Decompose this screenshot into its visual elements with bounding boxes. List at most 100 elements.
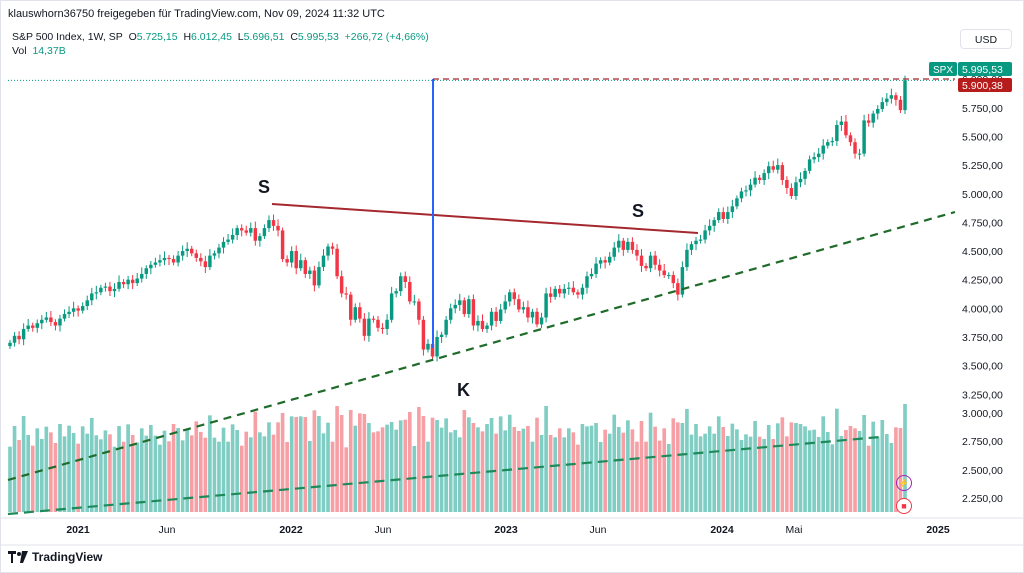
candle-body (676, 283, 680, 295)
candle-body (271, 220, 276, 226)
candle-body (44, 317, 49, 320)
volume-bar (289, 416, 294, 512)
candle-body (880, 102, 885, 109)
candle-body (571, 287, 576, 293)
volume-bar (839, 436, 844, 512)
volume-bar (630, 429, 635, 512)
volume-bar (498, 416, 503, 512)
volume-scale-tick-label: 2.750,00 (962, 436, 1003, 448)
volume-bar (789, 422, 794, 512)
neckline[interactable] (271, 203, 699, 234)
currency-button[interactable]: USD (960, 29, 1012, 49)
flag-icon[interactable]: ■ (896, 498, 912, 514)
candle-body (462, 300, 467, 315)
candle-body (707, 225, 712, 231)
volume-bar (803, 426, 807, 512)
candle-body (80, 306, 85, 311)
volume-bar (571, 432, 576, 512)
volume-bar (267, 422, 271, 512)
candle-body (508, 292, 512, 302)
candle-body (130, 279, 135, 284)
candle-body (739, 191, 744, 199)
right-shoulder-label: S (632, 201, 644, 221)
candle-body (58, 318, 62, 326)
volume-bar (780, 417, 785, 512)
symbol-title[interactable]: S&P 500 Index, 1W, SP (12, 31, 123, 43)
volume-bar (153, 435, 158, 512)
close-value: 5.995,53 (297, 31, 339, 43)
volume-bar (507, 414, 512, 512)
candle-body (140, 273, 144, 279)
volume-bar (394, 429, 398, 512)
volume-bar (557, 428, 562, 512)
candle-body (108, 286, 112, 292)
volume-bar (885, 434, 889, 512)
head-label: K (457, 380, 470, 400)
volume-bar (385, 424, 389, 512)
price-tick-label: 4.000,00 (962, 303, 1003, 315)
spx-tag-label: SPX (933, 65, 953, 76)
candle-body (885, 98, 889, 103)
volume-bar (194, 421, 199, 512)
candle-body (299, 260, 303, 269)
time-tick-label: Mai (786, 524, 803, 536)
volume-bar (871, 421, 876, 512)
volume-bar (30, 445, 35, 512)
open-label: O (128, 31, 137, 43)
tradingview-logo[interactable]: TradingView (8, 550, 102, 564)
candle-body (653, 255, 657, 265)
volume-bar (685, 409, 689, 512)
candle-body (235, 228, 239, 235)
volume-trend-line[interactable] (7, 435, 881, 516)
volume-bar (898, 428, 903, 512)
candle-body (485, 325, 489, 329)
candle-body (503, 301, 507, 310)
volume-bar (312, 410, 317, 512)
volume-bar (866, 445, 871, 512)
candle-body (657, 264, 662, 271)
price-tick-label: 3.250,00 (962, 389, 1003, 401)
candle-body (171, 259, 176, 263)
candle-body (453, 304, 457, 309)
volume-value: 14,37B (32, 45, 66, 57)
volume-bar (80, 426, 85, 512)
volume-bar (844, 430, 848, 512)
candle-body (889, 95, 894, 99)
candle-body (8, 342, 12, 347)
volume-bar (548, 435, 553, 512)
support-trend-line[interactable] (7, 210, 956, 482)
candle-body (821, 145, 825, 154)
volume-bar (94, 435, 99, 512)
price-tick-label: 4.500,00 (962, 246, 1003, 258)
volume-bar (757, 436, 762, 512)
volume-bar (639, 421, 644, 512)
volume-bar (621, 432, 626, 512)
volume-bar (794, 423, 798, 512)
volume-label[interactable]: Vol (12, 45, 27, 57)
volume-bar (535, 417, 539, 512)
volume-bar (694, 424, 698, 512)
price-tick-label: 5.750,00 (962, 103, 1003, 115)
lightning-icon[interactable]: ⚡ (896, 475, 912, 491)
tradingview-brand-text: TradingView (32, 550, 103, 564)
volume-bar (226, 441, 230, 512)
candle-body (94, 292, 99, 294)
candle-body (771, 166, 775, 170)
low-value: 5.696,51 (243, 31, 285, 43)
volume-bar (812, 429, 816, 512)
volume-bar (358, 413, 362, 512)
candle-body (694, 240, 698, 245)
volume-bar (467, 417, 471, 512)
symbol-legend: S&P 500 Index, 1W, SP O5.725,15 H6.012,4… (12, 30, 429, 58)
candle-body (857, 153, 862, 155)
volume-bar (344, 447, 349, 512)
volume-bar (339, 415, 344, 512)
volume-bar (903, 404, 907, 512)
volume-bar (421, 416, 426, 512)
volume-bar (21, 416, 26, 512)
candle-body (162, 257, 167, 261)
price-tick-label: 3.500,00 (962, 361, 1003, 373)
volume-bar (512, 427, 517, 512)
candle-body (753, 177, 757, 185)
